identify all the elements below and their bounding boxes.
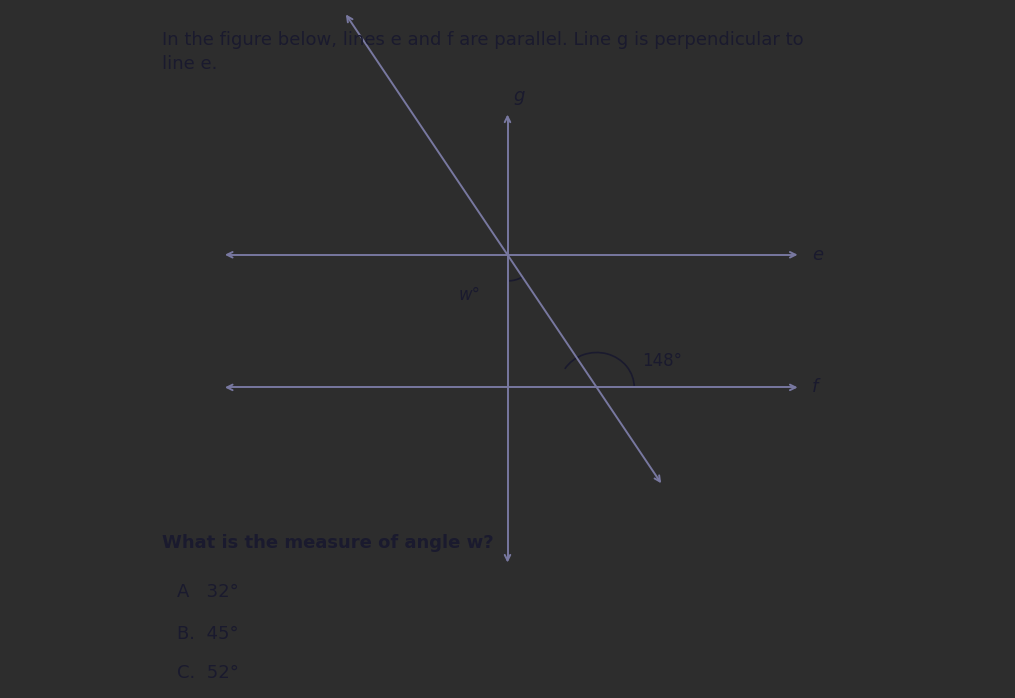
Text: e: e <box>812 246 823 264</box>
Text: What is the measure of angle w?: What is the measure of angle w? <box>162 534 493 552</box>
Text: w°: w° <box>459 286 481 304</box>
Text: B.  45°: B. 45° <box>177 625 239 643</box>
Text: 148°: 148° <box>641 352 682 370</box>
Text: In the figure below, lines e and f are parallel. Line g is perpendicular to
line: In the figure below, lines e and f are p… <box>162 31 804 73</box>
Text: f: f <box>812 378 818 396</box>
Text: C.  52°: C. 52° <box>177 664 239 683</box>
Text: g: g <box>513 87 525 105</box>
Text: A   32°: A 32° <box>177 583 239 601</box>
